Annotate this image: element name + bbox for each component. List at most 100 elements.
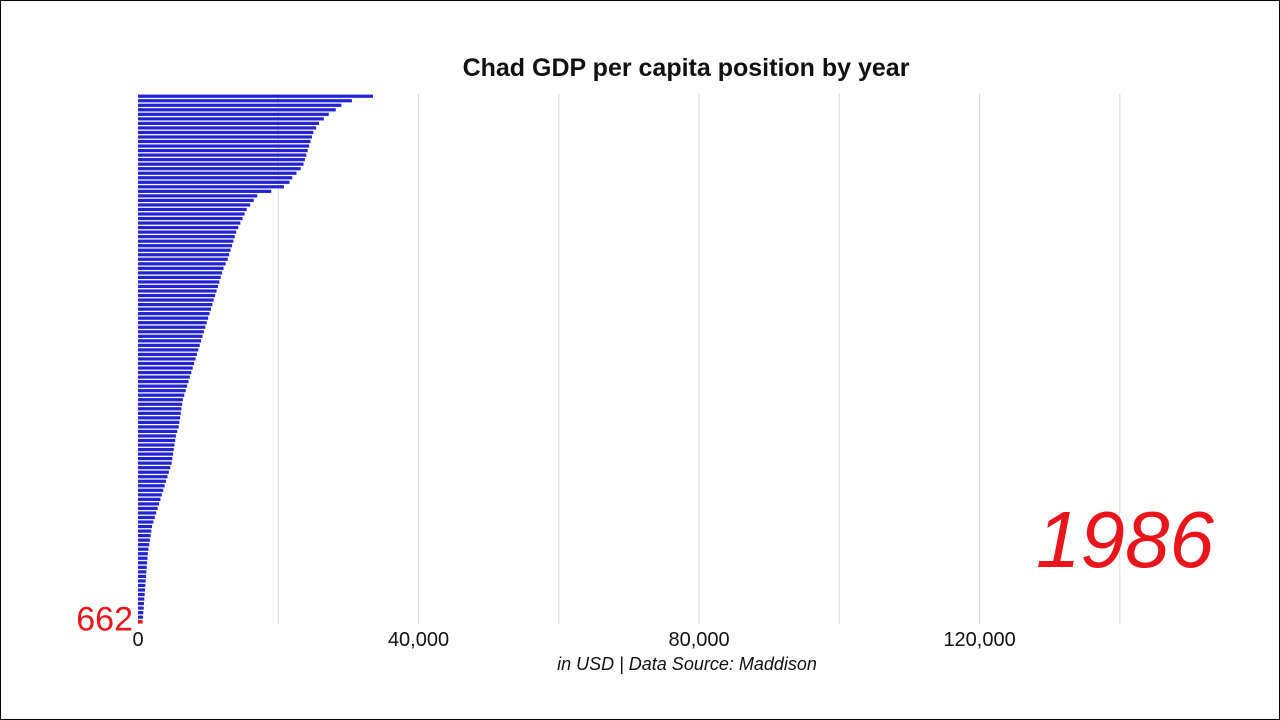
bar [138,411,181,415]
bar [138,167,301,171]
bar [138,592,145,597]
x-tick-label: 80,000 [668,629,729,651]
x-tick-label: 120,000 [943,629,1015,651]
bar [138,357,196,361]
bar [138,434,176,438]
bar [138,348,199,352]
bar [138,103,342,107]
highlight-bar [138,620,143,624]
bar [138,158,305,162]
bar [138,452,174,456]
bar [138,153,307,157]
bar [138,334,203,338]
bar [138,511,157,515]
bar [138,552,148,556]
bar [138,606,144,610]
bar [138,529,152,533]
bar [138,556,148,560]
bar [138,330,204,334]
bar [138,402,183,406]
bar [138,293,216,298]
bar [138,393,185,397]
bar [138,262,226,266]
bar [138,130,314,135]
bar [138,112,329,116]
bar [138,244,232,248]
bar [138,416,181,420]
bar [138,375,190,379]
bar [138,425,179,429]
bar [138,570,147,574]
bar [138,384,188,388]
bar [138,561,148,565]
bar [138,235,235,239]
bar [138,466,171,470]
bar [138,289,217,293]
bar [138,275,221,280]
bar [138,601,144,606]
bar [138,316,209,320]
bar [138,447,174,452]
bar [138,493,162,497]
bar [138,312,210,316]
bar [138,194,258,198]
bar [138,456,173,461]
bar [138,139,311,144]
bar [138,479,167,483]
bar [138,361,195,366]
bar [138,271,223,275]
bar [138,343,200,347]
bar [138,588,146,592]
bar [138,520,154,524]
bar [138,207,247,212]
bar [138,280,220,284]
bar [138,257,228,261]
bar [138,185,284,189]
bar [138,379,189,384]
bar [138,121,319,126]
bar [138,398,183,402]
bar [138,574,147,579]
bar [138,502,160,506]
bar [138,352,197,357]
bar [138,148,308,153]
bar [138,180,290,184]
bar [138,248,231,252]
bar [138,475,168,479]
bar [138,438,176,443]
bar [138,266,224,270]
bar [138,162,304,166]
bar [138,135,312,139]
bar [138,615,143,619]
bar [138,370,192,375]
bar [138,171,297,175]
bar [138,420,180,424]
bar [138,144,310,148]
bar [138,321,207,325]
bar [138,198,254,203]
bar [138,230,237,234]
highlight-value-label: 662 [76,600,133,638]
chart-caption: in USD | Data Source: Maddison [557,654,817,674]
bar [138,99,352,103]
bar [138,597,145,601]
bar [138,497,161,501]
bar [138,524,153,529]
bar [138,470,169,474]
bar [138,212,245,216]
bar [138,547,149,551]
bar [138,579,146,583]
bar [138,307,211,311]
x-tick-label: 0 [132,629,143,651]
bar [138,108,336,112]
bar [138,407,182,411]
bar [138,126,317,130]
bar [138,543,150,547]
bar [138,565,147,569]
bar [138,253,230,257]
bar [138,225,239,230]
bar [138,189,272,193]
bar [138,239,234,243]
bar [138,461,172,465]
